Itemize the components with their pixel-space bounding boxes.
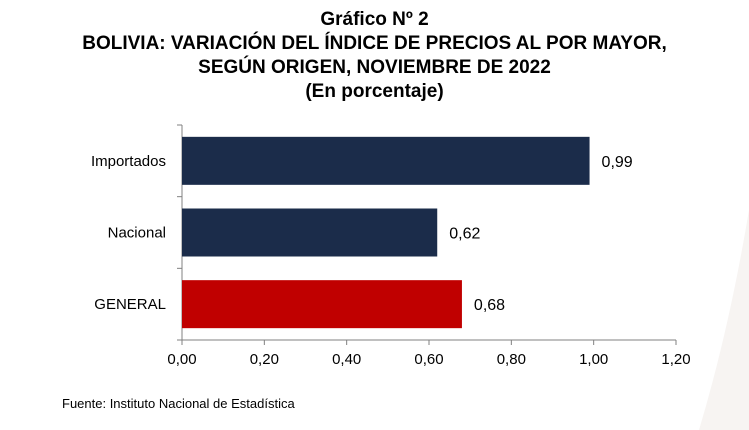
x-tick-label: 0,40 xyxy=(332,351,361,368)
data-label: 0,62 xyxy=(449,226,480,243)
source-note: Fuente: Instituto Nacional de Estadístic… xyxy=(62,396,295,411)
category-label: GENERAL xyxy=(94,296,166,313)
title-line-3: SEGÚN ORIGEN, NOVIEMBRE DE 2022 xyxy=(198,57,551,78)
bar-nacional xyxy=(182,208,438,257)
x-tick-label: 1,00 xyxy=(579,351,608,368)
x-tick-label: 0,20 xyxy=(250,351,279,368)
bar-chart: 0,00 0,20 0,40 0,60 0,80 1,00 1,20 Importados 0,… xyxy=(91,124,691,368)
category-label: Importados xyxy=(91,153,166,170)
decorative-corner-shape xyxy=(699,210,749,430)
data-label: 0,99 xyxy=(602,154,633,171)
bar-importados xyxy=(182,136,590,185)
bar-general xyxy=(182,280,462,329)
title-line-1: Gráfico Nº 2 xyxy=(320,9,429,30)
category-label: Nacional xyxy=(108,225,166,242)
chart-title: Gráfico Nº 2 BOLIVIA: VARIACIÓN DEL ÍNDI… xyxy=(0,8,749,104)
x-tick-label: 0,60 xyxy=(414,351,443,368)
x-tick-label: 1,20 xyxy=(661,351,690,368)
title-line-4: (En porcentaje) xyxy=(305,81,444,102)
x-tick-label: 0,80 xyxy=(497,351,526,368)
x-tick-label: 0,00 xyxy=(167,351,196,368)
data-label: 0,68 xyxy=(474,297,505,314)
title-line-2: BOLIVIA: VARIACIÓN DEL ÍNDICE DE PRECIOS… xyxy=(82,33,667,54)
